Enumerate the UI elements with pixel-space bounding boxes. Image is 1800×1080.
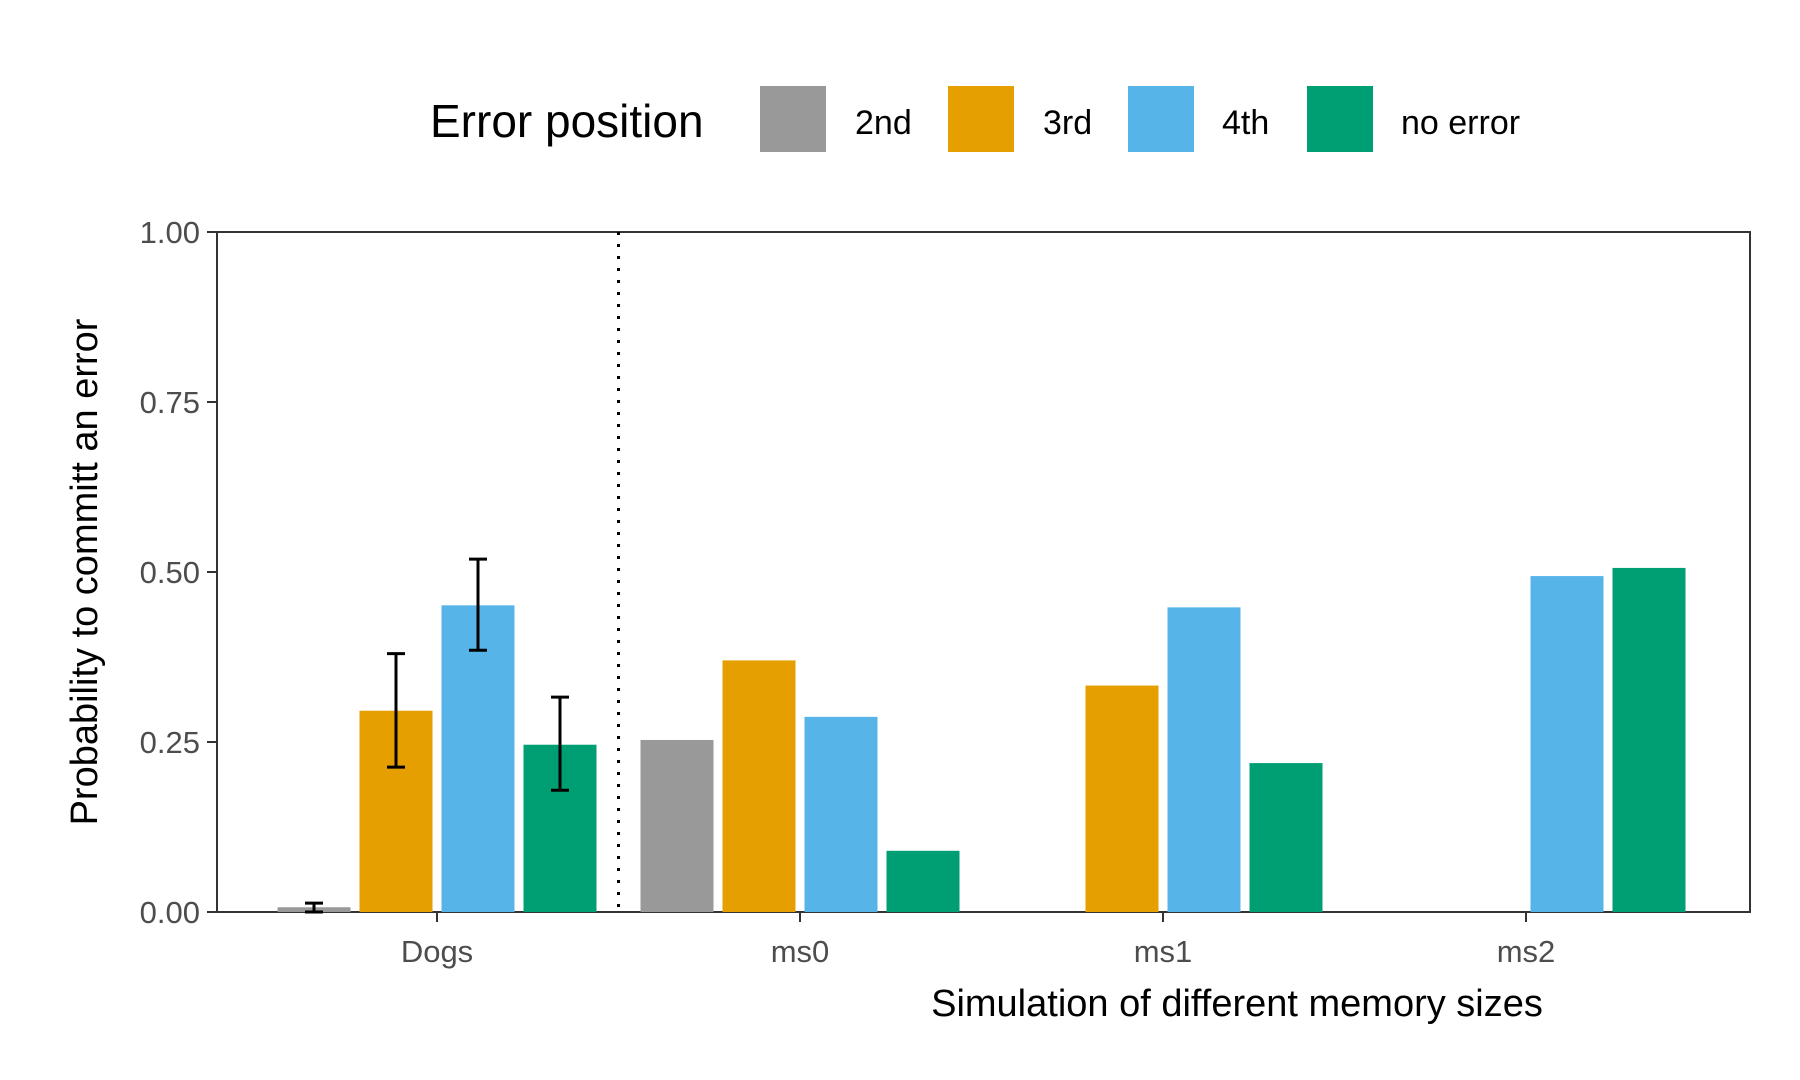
x-tick-label: ms2 [1497, 934, 1556, 969]
bar [1249, 763, 1323, 912]
y-tick-label: 0.00 [140, 895, 200, 930]
legend-title: Error position [430, 95, 704, 147]
error-bars [305, 557, 569, 914]
bar [804, 716, 878, 912]
bar [1167, 607, 1241, 912]
bar [722, 660, 796, 912]
bar [1530, 576, 1604, 912]
bar [886, 850, 960, 912]
bars [277, 567, 1686, 912]
legend-item: no error [1307, 86, 1520, 152]
legend-label: 2nd [855, 104, 912, 142]
legend-key [1128, 86, 1194, 152]
x-axis: Dogs ms0 ms1 ms2 [401, 912, 1555, 969]
legend-item: 2nd [760, 86, 912, 152]
y-tick-label: 1.00 [140, 215, 200, 250]
legend-items: 2nd 3rd 4th no error [760, 86, 1520, 152]
y-tick-label: 0.25 [140, 725, 200, 760]
legend-label: no error [1401, 104, 1520, 142]
legend-item: 3rd [948, 86, 1092, 152]
x-tick-label: ms1 [1134, 934, 1193, 969]
legend: Error position 2nd 3rd 4th no error [430, 86, 1520, 152]
legend-key [760, 86, 826, 152]
error-bar [469, 557, 487, 652]
legend-key [1307, 86, 1373, 152]
y-tick-label: 0.75 [140, 385, 200, 420]
x-tick-label: Dogs [401, 934, 473, 969]
bar [1612, 567, 1686, 912]
x-tick-label: ms0 [771, 934, 830, 969]
error-bar [387, 652, 405, 769]
legend-label: 4th [1222, 104, 1269, 142]
legend-key [948, 86, 1014, 152]
bar [1085, 685, 1159, 912]
bar [640, 739, 714, 912]
legend-label: 3rd [1043, 104, 1092, 142]
y-axis: 0.00 0.25 0.50 0.75 1.00 [140, 215, 217, 930]
x-axis-title: Simulation of different memory sizes [931, 983, 1543, 1025]
legend-item: 4th [1128, 86, 1269, 152]
y-axis-title: Probability to committ an error [64, 318, 106, 825]
error-bar [305, 901, 323, 914]
error-bar [551, 695, 569, 792]
y-tick-label: 0.50 [140, 555, 200, 590]
bar [441, 605, 515, 912]
